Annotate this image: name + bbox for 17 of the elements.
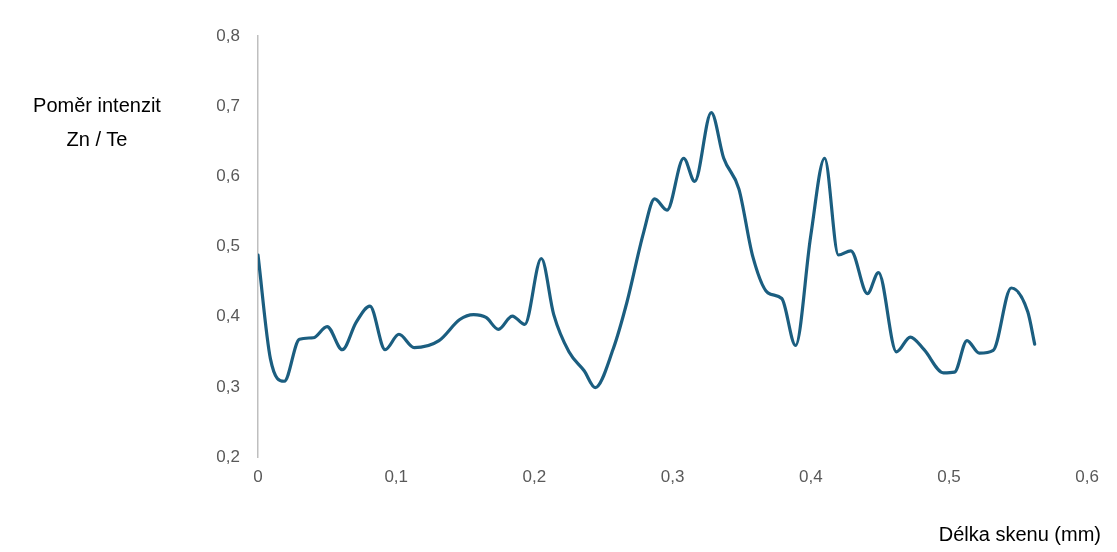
y-tick-label: 0,3 <box>216 376 240 396</box>
x-tick-label: 0 <box>253 466 263 486</box>
line-series <box>258 111 1037 390</box>
y-tick-label: 0,7 <box>216 96 240 116</box>
x-tick-label: 0,1 <box>384 466 409 486</box>
x-tick-label: 0,6 <box>1075 466 1099 486</box>
y-tick-label: 0,8 <box>216 25 240 45</box>
x-axis-title: Délka skenu (mm) <box>938 523 1101 546</box>
x-tick-label: 0,5 <box>937 466 961 486</box>
y-tick-label: 0,2 <box>216 446 240 466</box>
y-axis-title: Poměr intenzit Zn / Te <box>32 93 162 152</box>
x-tick-label: 0,2 <box>522 466 547 486</box>
y-tick-label: 0,4 <box>216 306 240 326</box>
x-tick-label: 0,3 <box>660 466 685 486</box>
y-tick-label: 0,6 <box>216 166 240 186</box>
x-tick-label: 0,4 <box>798 466 823 486</box>
y-tick-label: 0,5 <box>216 236 240 256</box>
